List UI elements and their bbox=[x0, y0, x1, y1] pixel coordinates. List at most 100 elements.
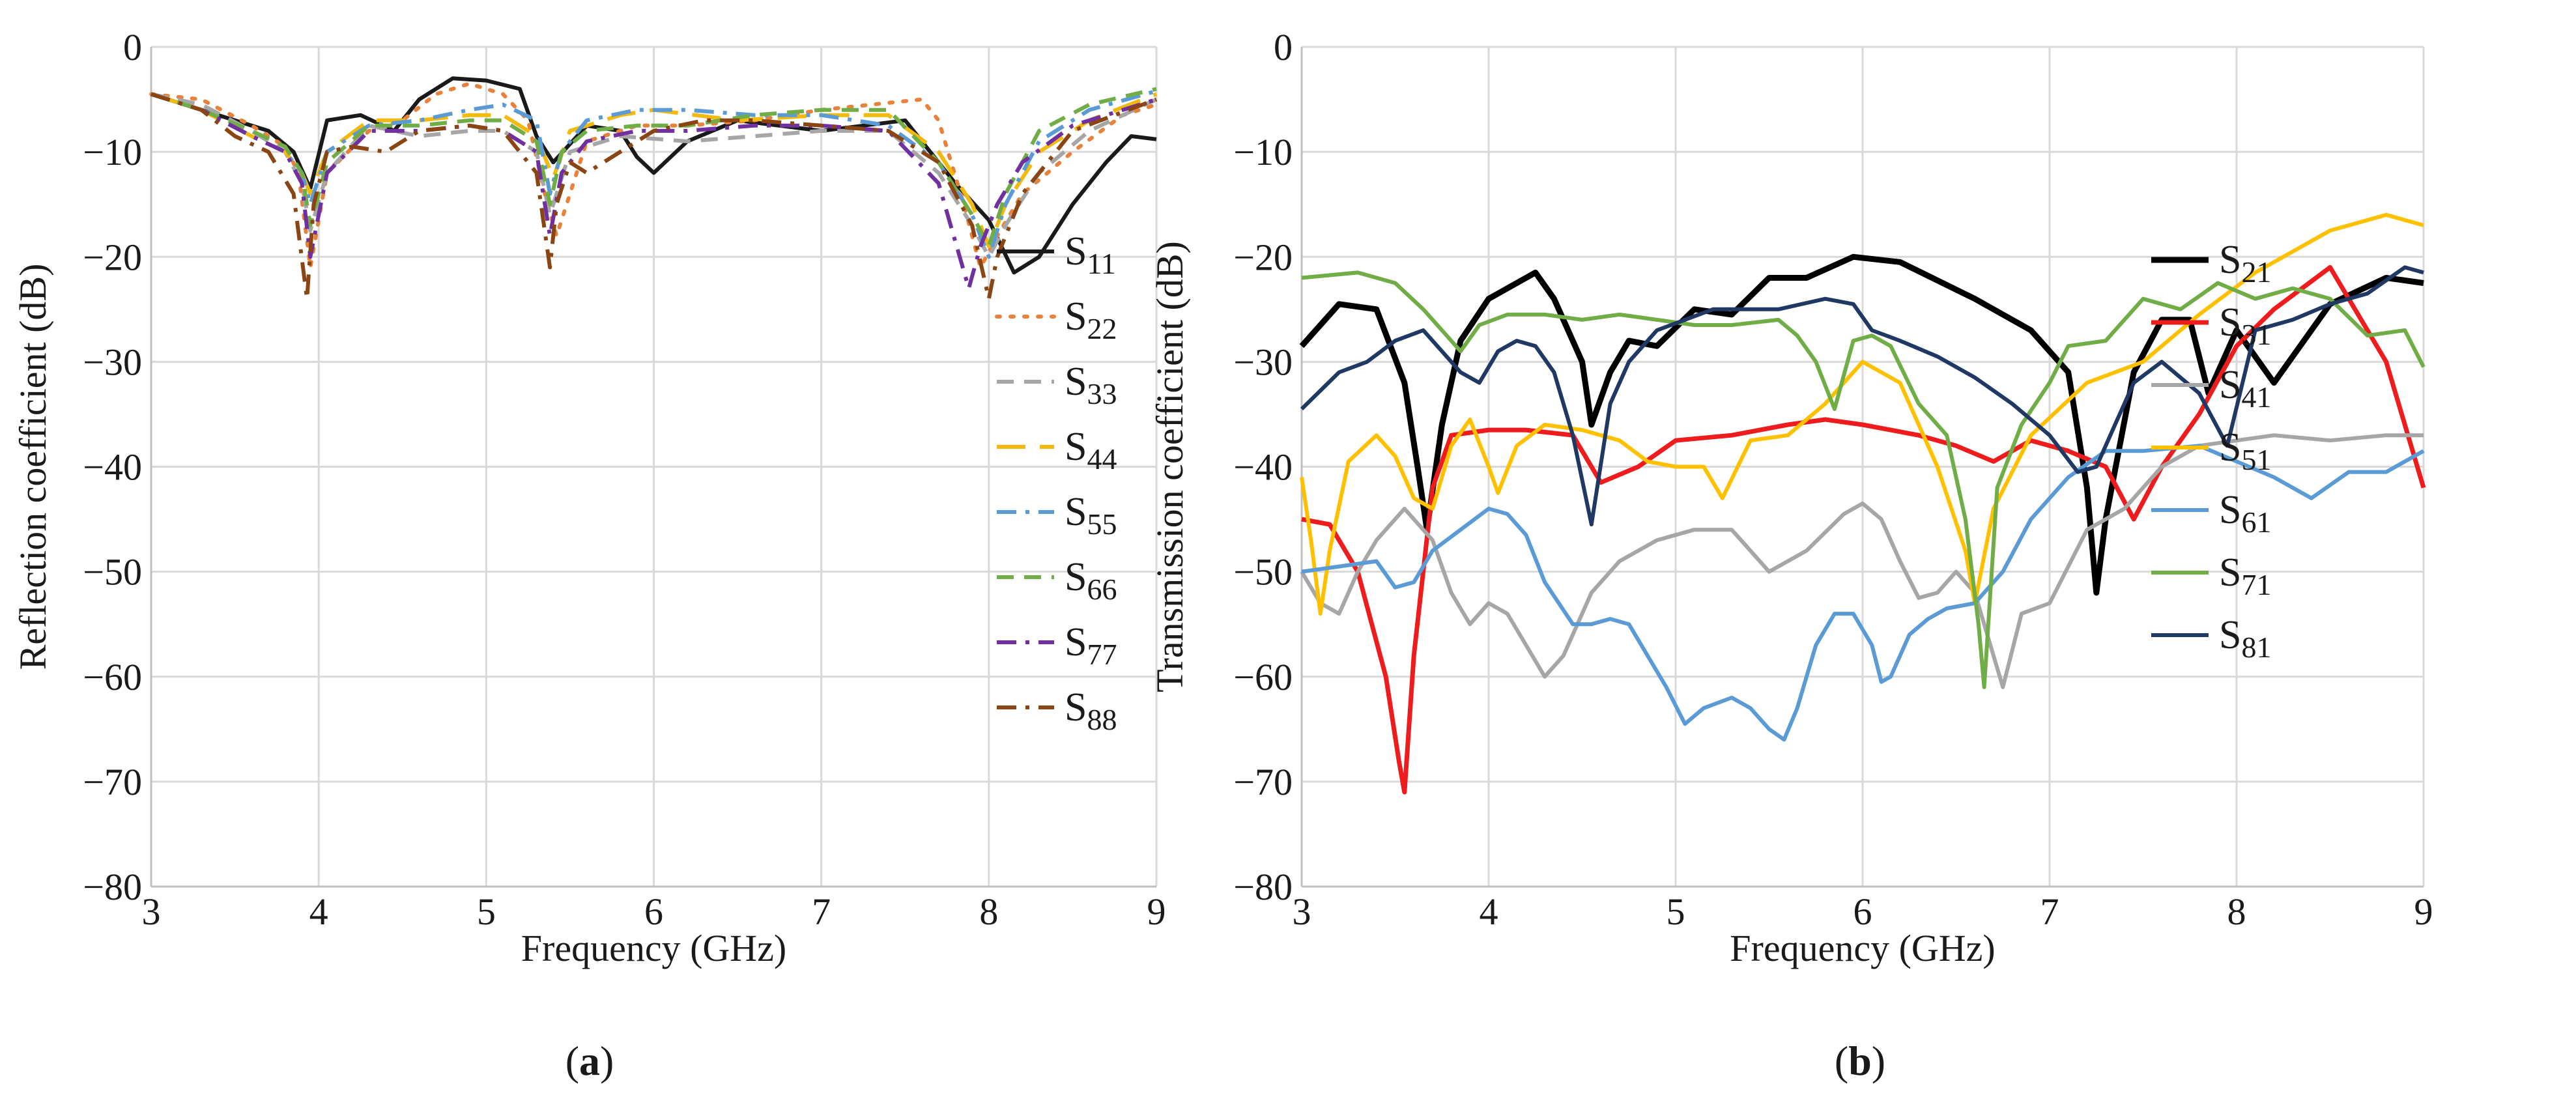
panel-a-y-tick-label: −60 bbox=[83, 656, 142, 698]
panel-a-legend-label-s22: S22 bbox=[1065, 294, 1117, 345]
panel-a: 0 −10 −20 −30 −40 −50 −60 −70 −80 3 4 5 6 7 8 9 Reflec… bbox=[12, 26, 1166, 1084]
legend-label-subscript: 44 bbox=[1087, 442, 1117, 476]
panel-a-y-axis-label: Reflection coefficient (dB) bbox=[12, 264, 54, 670]
legend-label-base: S bbox=[2219, 613, 2241, 657]
panel-a-x-tick-label: 9 bbox=[1147, 890, 1166, 933]
panel-a-y-tick-label: −50 bbox=[83, 551, 142, 593]
panel-b-x-tick-label: 4 bbox=[1480, 890, 1498, 933]
legend-label-subscript: 51 bbox=[2241, 443, 2271, 476]
panel-a-y-ticks: 0 −10 −20 −30 −40 −50 −60 −70 −80 bbox=[83, 26, 142, 908]
panel-a-legend-label-s77: S77 bbox=[1065, 620, 1117, 671]
panel-b-legend-label-s21: S21 bbox=[2219, 238, 2271, 289]
panel-b-legend-label-s31: S31 bbox=[2219, 300, 2271, 351]
panel-b-y-ticks: 0 −10 −20 −30 −40 −50 −60 −70 −80 bbox=[1233, 26, 1293, 908]
panel-a-x-tick-label: 8 bbox=[979, 890, 998, 933]
panel-a-x-tick-label: 6 bbox=[644, 890, 663, 933]
panel-a-y-tick-label: 0 bbox=[123, 26, 142, 68]
panel-b-legend-label-s71: S71 bbox=[2219, 550, 2271, 601]
legend-label-base: S bbox=[1065, 555, 1087, 599]
panel-b-legend-label-s61: S61 bbox=[2219, 488, 2271, 539]
panel-b-y-tick-label: −40 bbox=[1233, 446, 1293, 489]
panel-b-y-tick-label: −80 bbox=[1233, 866, 1293, 908]
legend-label-base: S bbox=[2219, 550, 2241, 595]
legend-label-base: S bbox=[1065, 360, 1087, 404]
legend-label-base: S bbox=[2219, 488, 2241, 532]
panel-a-axes bbox=[150, 47, 1156, 888]
panel-b-y-tick-label: 0 bbox=[1274, 26, 1293, 68]
legend-label-subscript: 21 bbox=[2241, 255, 2271, 289]
legend-label-subscript: 61 bbox=[2241, 505, 2271, 539]
panel-a-series-s88 bbox=[150, 92, 1158, 301]
panel-a-x-ticks: 3 4 5 6 7 8 9 bbox=[142, 890, 1166, 933]
panel-b-series-s81 bbox=[1300, 265, 2424, 527]
panel-a-x-tick-label: 4 bbox=[309, 890, 328, 933]
panel-a-x-tick-label: 3 bbox=[142, 890, 161, 933]
panel-b-x-tick-label: 3 bbox=[1293, 890, 1311, 933]
panel-a-x-axis-label: Frequency (GHz) bbox=[521, 927, 786, 969]
panel-b: 0 −10 −20 −30 −40 −50 −60 −70 −80 3 4 5 6 7 8 9 Transm… bbox=[1149, 26, 2433, 1084]
panel-a-legend-label-s44: S44 bbox=[1065, 425, 1117, 476]
panel-a-series bbox=[149, 76, 1158, 301]
panel-a-legend-label-s11: S11 bbox=[1065, 229, 1116, 280]
panel-b-x-tick-label: 8 bbox=[2227, 890, 2246, 933]
panel-a-x-tick-label: 7 bbox=[812, 890, 831, 933]
panel-a-letter: a bbox=[579, 1038, 600, 1084]
panel-b-x-tick-label: 7 bbox=[2040, 890, 2059, 933]
panel-b-y-axis-label: Transmission coefficient (dB) bbox=[1149, 241, 1191, 692]
legend-label-subscript: 33 bbox=[1087, 377, 1117, 410]
panel-b-series-s21 bbox=[1299, 253, 2424, 596]
panel-b-y-tick-label: −30 bbox=[1233, 341, 1293, 383]
panel-b-x-tick-label: 9 bbox=[2414, 890, 2433, 933]
panel-a-y-tick-label: −20 bbox=[83, 236, 142, 278]
panel-a-series-s22 bbox=[149, 81, 1158, 270]
legend-label-subscript: 11 bbox=[1087, 247, 1115, 280]
panel-b-x-tick-label: 6 bbox=[1853, 890, 1872, 933]
legend-label-base: S bbox=[2219, 300, 2241, 345]
panel-b-series-s71 bbox=[1301, 270, 2426, 689]
legend-label-base: S bbox=[2219, 425, 2241, 470]
panel-b-label: (b) bbox=[1835, 1038, 1885, 1084]
panel-a-x-tick-label: 5 bbox=[477, 890, 496, 933]
panel-b-legend-label-s81: S81 bbox=[2219, 613, 2271, 664]
legend-label-subscript: 77 bbox=[1087, 638, 1117, 671]
legend-label-subscript: 88 bbox=[1087, 703, 1117, 736]
legend-label-base: S bbox=[1065, 620, 1087, 664]
panel-a-y-tick-label: −10 bbox=[83, 131, 142, 173]
legend-label-base: S bbox=[1065, 490, 1087, 534]
panel-a-y-tick-label: −80 bbox=[83, 866, 142, 908]
panel-a-series-s77 bbox=[150, 92, 1157, 291]
legend-label-subscript: 55 bbox=[1087, 507, 1117, 541]
panel-b-x-tick-label: 5 bbox=[1667, 890, 1685, 933]
legend-label-subscript: 41 bbox=[2241, 380, 2271, 414]
panel-b-x-ticks: 3 4 5 6 7 8 9 bbox=[1293, 890, 2433, 933]
legend-label-base: S bbox=[1065, 685, 1087, 730]
legend-label-base: S bbox=[1065, 425, 1087, 469]
panel-b-x-axis-label: Frequency (GHz) bbox=[1730, 927, 1995, 969]
panel-a-legend-label-s88: S88 bbox=[1065, 685, 1117, 736]
panel-b-series-s41 bbox=[1300, 433, 2424, 689]
legend-label-base: S bbox=[2219, 363, 2241, 407]
panel-a-legend-label-s66: S66 bbox=[1065, 555, 1117, 606]
panel-b-legend-label-s41: S41 bbox=[2219, 363, 2271, 414]
panel-b-series-s51 bbox=[1300, 212, 2424, 616]
panel-b-series bbox=[1299, 212, 2426, 795]
panel-a-y-tick-label: −70 bbox=[83, 761, 142, 803]
panel-a-legend-label-s55: S55 bbox=[1065, 490, 1117, 541]
panel-b-legend-label-s51: S51 bbox=[2219, 425, 2271, 476]
panel-a-legend-label-s33: S33 bbox=[1065, 360, 1117, 410]
panel-b-y-tick-label: −70 bbox=[1233, 761, 1293, 803]
panel-b-y-tick-label: −10 bbox=[1233, 131, 1293, 173]
legend-label-base: S bbox=[2219, 238, 2241, 282]
panel-b-y-tick-label: −50 bbox=[1233, 551, 1293, 593]
legend-label-subscript: 66 bbox=[1087, 573, 1117, 606]
legend-label-base: S bbox=[1065, 294, 1087, 339]
panel-b-letter: b bbox=[1848, 1038, 1872, 1084]
legend-label-subscript: 22 bbox=[1087, 312, 1117, 345]
panel-b-series-s31 bbox=[1301, 264, 2426, 795]
panel-a-y-tick-label: −40 bbox=[83, 446, 142, 489]
panel-b-y-tick-label: −60 bbox=[1233, 656, 1293, 698]
legend-label-subscript: 31 bbox=[2241, 318, 2271, 351]
